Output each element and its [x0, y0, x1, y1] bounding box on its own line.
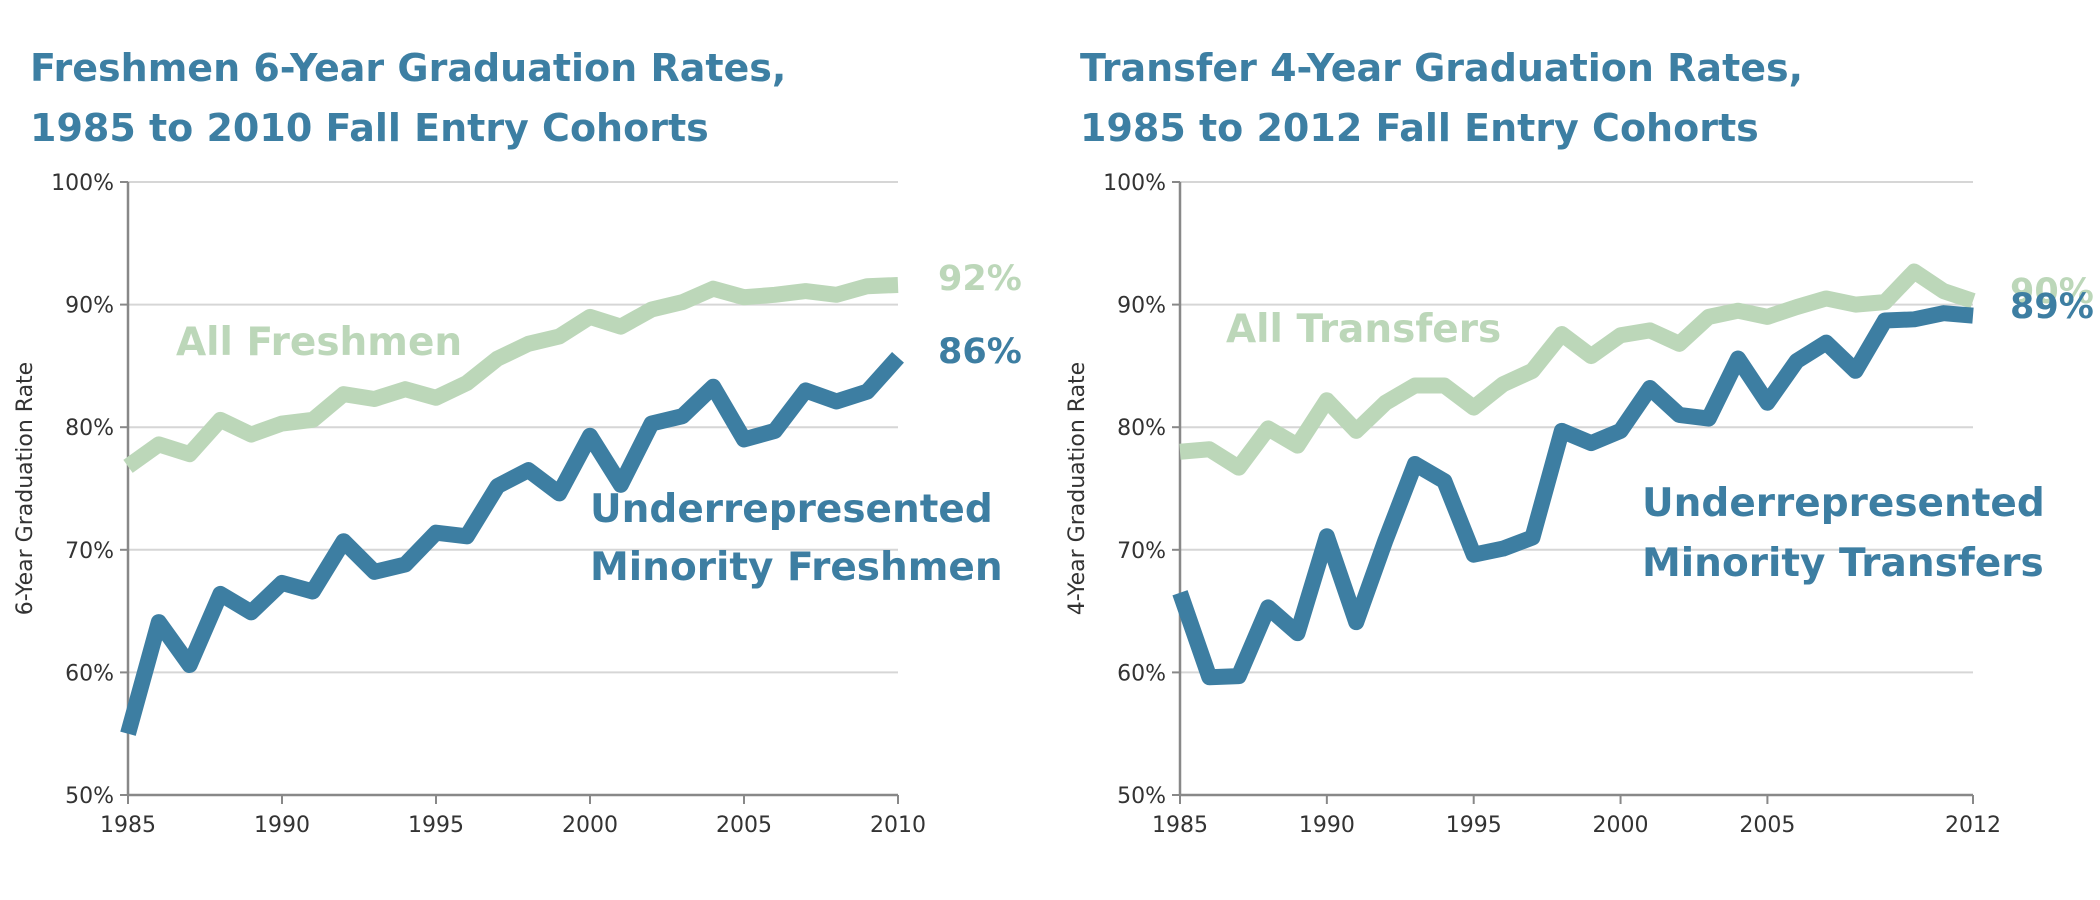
x-tick-label: 2012 [1945, 813, 2001, 838]
x-tick-label: 1990 [254, 813, 310, 838]
x-tick-label: 1990 [1299, 813, 1355, 838]
end-value-label: 86% [938, 332, 1022, 372]
series-name-label: Underrepresented [1642, 481, 2045, 526]
series-line [1172, 305, 1974, 686]
end-value-label: 89% [2010, 287, 2094, 327]
end-value-label: 92% [938, 259, 1022, 299]
chart-title-line-1: Freshmen 6-Year Graduation Rates, [30, 46, 787, 90]
y-tick-label: 50% [65, 784, 114, 809]
y-tick-label: 60% [65, 661, 114, 686]
series-name-label: Underrepresented [590, 487, 993, 532]
transfer-line-chart: 50% 60% 70% 80% 90% 100% 1985 1990 1995 2000 2005 2… [1065, 171, 2094, 838]
freshmen-chart-panel: Freshmen 6-Year Graduation Rates, 1985 t… [13, 38, 1022, 838]
x-tick-label: 1995 [408, 813, 464, 838]
y-tick-label: 70% [65, 539, 114, 564]
series-name-label: Minority Freshmen [590, 545, 1003, 590]
chart-title: Transfer 4-Year Graduation Rates, 1985 t… [1080, 38, 1803, 158]
series-name-label: All Transfers [1226, 307, 1501, 352]
y-tick-label: 90% [1117, 294, 1166, 319]
y-axis-label: 4-Year Graduation Rate [1065, 362, 1090, 615]
series-name-label: All Freshmen [176, 320, 462, 365]
y-tick-label: 90% [65, 294, 114, 319]
y-tick-label: 100% [51, 171, 114, 196]
y-tick-label: 80% [1117, 416, 1166, 441]
x-tick-label: 1985 [1152, 813, 1208, 838]
y-tick-label: 80% [65, 416, 114, 441]
y-tick-label: 50% [1117, 784, 1166, 809]
x-tick-label: 1985 [100, 813, 156, 838]
y-tick-label: 60% [1117, 661, 1166, 686]
transfer-chart-panel: Transfer 4-Year Graduation Rates, 1985 t… [1050, 0, 2100, 900]
x-tick-label: 2010 [870, 813, 926, 838]
chart-title: Freshmen 6-Year Graduation Rates, 1985 t… [30, 38, 786, 158]
y-axis-label: 6-Year Graduation Rate [13, 362, 38, 615]
chart-title-line-1: Transfer 4-Year Graduation Rates, [1080, 46, 1804, 90]
chart-title-line-2: 1985 to 2010 Fall Entry Cohorts [30, 106, 709, 150]
series-line [1179, 263, 1976, 476]
x-tick-label: 2000 [562, 813, 618, 838]
x-tick-label: 2005 [716, 813, 772, 838]
freshmen-line-chart: 50% 60% 70% 80% 90% 100% 1985 1990 1995 2000 2005 2… [13, 171, 1022, 838]
end-value-label: 90% [2010, 272, 2094, 312]
x-tick-label: 2000 [1593, 813, 1649, 838]
y-tick-label: 70% [1117, 539, 1166, 564]
series-line [123, 276, 899, 473]
series-line [120, 351, 904, 736]
x-tick-label: 2005 [1739, 813, 1795, 838]
series-name-label: Minority Transfers [1642, 541, 2044, 586]
chart-title-line-2: 1985 to 2012 Fall Entry Cohorts [1080, 106, 1759, 150]
x-tick-label: 1995 [1446, 813, 1502, 838]
y-tick-label: 100% [1103, 171, 1166, 196]
